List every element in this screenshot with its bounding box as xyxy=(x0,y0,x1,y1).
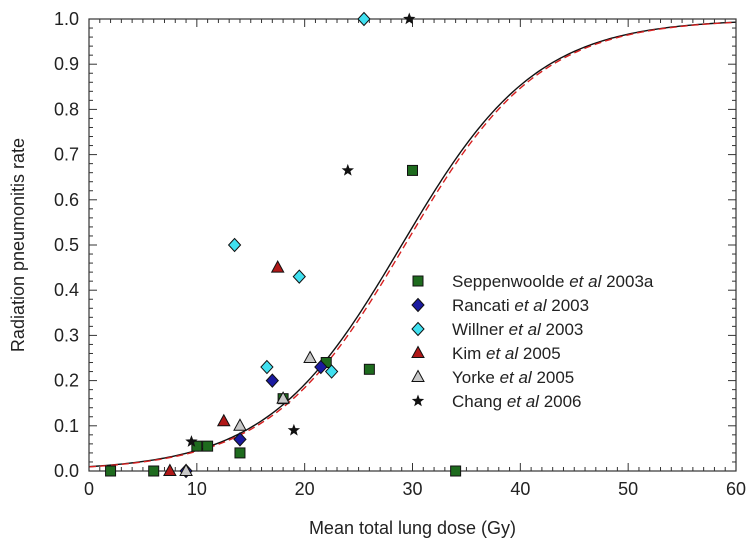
data-point xyxy=(233,432,247,447)
legend-entry: Chang et al 2006 xyxy=(452,392,582,411)
fit-curve-solid xyxy=(88,21,737,468)
data-point xyxy=(324,364,339,379)
legend-entry: Yorke et al 2005 xyxy=(452,368,574,387)
legend-entry-part: 2003 xyxy=(541,320,584,339)
y-tick-label: 0.9 xyxy=(54,54,79,74)
legend-entry: Rancati et al 2003 xyxy=(452,296,589,315)
data-point xyxy=(148,465,160,477)
data-point xyxy=(227,237,242,253)
legend-entry-part: Chang xyxy=(452,392,507,411)
data-point xyxy=(292,269,306,284)
data-point xyxy=(270,260,285,273)
data-point xyxy=(276,391,290,404)
legend-marker xyxy=(411,369,425,382)
x-tick-label: 20 xyxy=(295,479,315,499)
legend-entry: Kim et al 2005 xyxy=(452,344,561,363)
y-tick-label: 0.7 xyxy=(54,145,79,165)
data-point xyxy=(357,11,371,27)
x-tick-label: 60 xyxy=(726,479,746,499)
data-point xyxy=(341,163,354,176)
tick-labels: 0 10 20 30 40 50 60 0.0 0.1 0.2 0.3 0.4 0.5 0.6 0.7 0.8… xyxy=(54,9,746,499)
data-point xyxy=(450,465,462,477)
legend-entry-part: 2006 xyxy=(539,392,582,411)
legend-marker xyxy=(411,394,425,407)
legend-entry: Willner et al 2003 xyxy=(452,320,583,339)
legend-entry-part: 2003a xyxy=(601,272,654,291)
legend-entry-part: Yorke xyxy=(452,368,500,387)
y-tick-label: 0.5 xyxy=(54,235,79,255)
y-tick-label: 0.8 xyxy=(54,99,79,119)
data-point xyxy=(260,359,274,375)
legend-entry-part: et al xyxy=(507,392,540,411)
data-point xyxy=(163,463,177,476)
data-point xyxy=(105,465,117,477)
fit-curves xyxy=(88,21,737,468)
legend-entry: Seppenwoolde et al 2003a xyxy=(452,272,654,291)
legend-entry-part: Rancati xyxy=(452,296,514,315)
legend-marker xyxy=(412,275,424,287)
legend-entry-part: et al xyxy=(500,368,533,387)
y-tick-label: 0.1 xyxy=(54,416,79,436)
axis-ticks xyxy=(88,18,737,472)
legend-entry-part: et al xyxy=(514,296,547,315)
data-point xyxy=(303,350,317,363)
data-point xyxy=(234,447,246,459)
legend-entry-part: et al xyxy=(486,344,519,363)
legend-entry-part: 2005 xyxy=(532,368,575,387)
x-tick-label: 50 xyxy=(618,479,638,499)
fit-curve-dashed xyxy=(88,21,737,468)
data-point xyxy=(202,440,214,452)
y-tick-label: 0.0 xyxy=(54,461,79,481)
y-axis-label: Radiation pneumonitis rate xyxy=(8,138,28,352)
data-point xyxy=(363,363,375,375)
legend-entry-part: 2005 xyxy=(518,344,561,363)
legend: Seppenwoolde et al 2003a Rancati et al 20… xyxy=(411,272,654,411)
legend-entry-part: Kim xyxy=(452,344,486,363)
legend-entry-part: 2003 xyxy=(547,296,590,315)
legend-entry-part: Seppenwoolde xyxy=(452,272,569,291)
data-point xyxy=(216,413,231,427)
x-tick-label: 10 xyxy=(187,479,207,499)
legend-marker xyxy=(411,321,425,337)
data-point xyxy=(233,418,247,431)
data-point xyxy=(314,359,328,375)
data-point xyxy=(179,463,193,476)
x-tick-label: 40 xyxy=(510,479,530,499)
x-tick-label: 30 xyxy=(402,479,422,499)
data-point xyxy=(287,423,301,436)
legend-marker xyxy=(411,297,425,313)
y-tick-label: 0.4 xyxy=(54,280,79,300)
data-points xyxy=(105,11,462,479)
y-tick-label: 0.2 xyxy=(54,371,79,391)
y-tick-label: 0.3 xyxy=(54,325,79,345)
data-point xyxy=(191,440,203,452)
x-axis-label: Mean total lung dose (Gy) xyxy=(309,518,516,538)
data-point xyxy=(265,373,279,388)
data-point xyxy=(185,435,198,447)
data-point xyxy=(407,164,418,176)
x-tick-label: 0 xyxy=(84,479,94,499)
legend-entry-part: et al xyxy=(569,272,602,291)
legend-entry-part: et al xyxy=(509,320,542,339)
y-tick-label: 0.6 xyxy=(54,190,79,210)
data-point xyxy=(403,12,416,25)
y-tick-label: 1.0 xyxy=(54,9,79,29)
legend-entry-part: Willner xyxy=(452,320,509,339)
plot-frame xyxy=(88,18,737,472)
legend-marker xyxy=(411,345,425,358)
